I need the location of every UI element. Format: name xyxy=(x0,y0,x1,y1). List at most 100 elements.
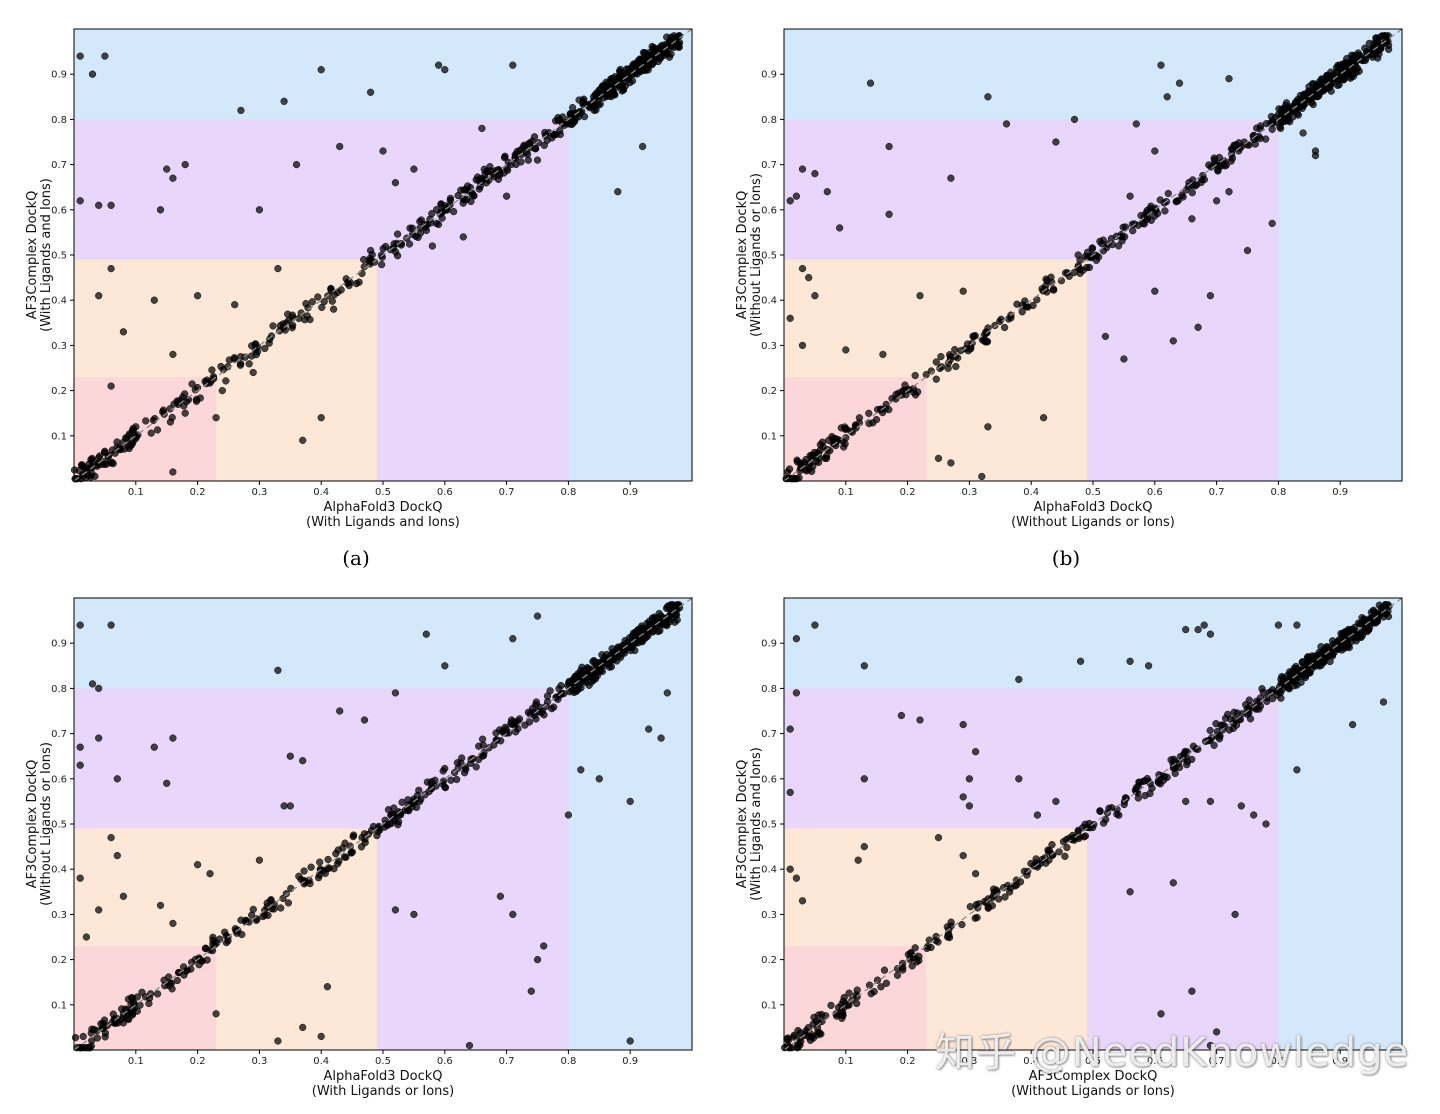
y-axis-sublabel: (Without Ligands or Ions) xyxy=(749,173,764,337)
data-point xyxy=(1206,1041,1215,1050)
data-point xyxy=(664,603,672,612)
data-point xyxy=(1167,756,1175,764)
y-tick-label: 0.4 xyxy=(51,296,67,307)
data-point xyxy=(1088,244,1096,252)
data-point xyxy=(1246,702,1254,710)
data-point xyxy=(1370,619,1378,627)
data-point xyxy=(237,106,245,115)
data-point xyxy=(78,461,86,469)
data-point xyxy=(336,707,344,715)
data-point xyxy=(911,371,919,380)
data-point xyxy=(113,851,121,860)
x-tick-label: 0.1 xyxy=(838,1056,854,1067)
data-point xyxy=(610,90,618,99)
data-point xyxy=(494,175,503,183)
data-point xyxy=(1310,80,1318,88)
data-point xyxy=(500,153,509,162)
data-point xyxy=(308,298,316,306)
data-point xyxy=(280,802,288,810)
data-point xyxy=(839,1011,847,1020)
data-point xyxy=(657,53,665,62)
x-axis-label: AlphaFold3 DockQ xyxy=(323,500,442,515)
data-point xyxy=(1033,811,1042,819)
data-point xyxy=(71,475,79,483)
y-axis-label: AF3Complex DockQ xyxy=(735,191,750,320)
data-point xyxy=(1132,120,1140,128)
data-point xyxy=(329,305,338,313)
y-tick-label: 0.1 xyxy=(51,1000,67,1011)
data-point xyxy=(231,301,239,309)
data-point xyxy=(1076,265,1084,273)
data-point xyxy=(842,999,850,1008)
data-point xyxy=(598,651,606,659)
data-point xyxy=(801,466,810,474)
data-point xyxy=(823,188,831,196)
data-point xyxy=(910,952,919,961)
data-point xyxy=(366,88,375,96)
y-tick-label: 0.4 xyxy=(761,296,777,307)
x-tick-label: 0.4 xyxy=(313,487,329,498)
data-point xyxy=(515,146,524,155)
data-point xyxy=(1134,794,1142,802)
data-point xyxy=(533,612,542,620)
data-point xyxy=(1210,154,1218,162)
data-point xyxy=(958,920,966,929)
data-point xyxy=(1108,804,1116,812)
data-point xyxy=(638,142,647,151)
data-point xyxy=(673,601,681,609)
data-point xyxy=(1021,297,1029,305)
data-point xyxy=(798,165,807,173)
data-point xyxy=(605,656,614,664)
data-point xyxy=(76,197,84,205)
data-point xyxy=(860,775,868,783)
data-point xyxy=(634,639,642,647)
points-d xyxy=(780,601,1393,1052)
data-point xyxy=(378,253,386,261)
data-point xyxy=(1194,745,1202,753)
data-point xyxy=(988,902,996,910)
data-point xyxy=(486,163,494,171)
data-point xyxy=(1102,815,1110,824)
data-point xyxy=(150,743,158,751)
data-point xyxy=(95,292,103,300)
x-tick-label: 0.6 xyxy=(1147,1056,1163,1067)
data-point xyxy=(645,725,653,733)
data-point xyxy=(316,858,324,866)
data-point xyxy=(1070,115,1079,124)
data-point xyxy=(470,192,478,200)
data-point xyxy=(840,993,848,1002)
data-point xyxy=(95,201,103,209)
data-point xyxy=(408,224,416,232)
data-point xyxy=(798,341,807,350)
y-tick-label: 0.5 xyxy=(51,820,67,831)
data-point xyxy=(82,933,91,941)
data-point xyxy=(333,288,342,297)
data-point xyxy=(421,791,429,799)
data-point xyxy=(443,206,451,214)
data-point xyxy=(438,214,446,222)
x-tick-label: 0.4 xyxy=(1023,487,1039,498)
data-point xyxy=(360,716,369,724)
x-tick-label: 0.1 xyxy=(838,487,854,498)
x-tick-label: 0.9 xyxy=(1332,487,1348,498)
data-point xyxy=(100,1016,109,1024)
x-tick-label: 0.7 xyxy=(1209,487,1225,498)
data-point xyxy=(1308,655,1316,664)
data-point xyxy=(280,97,288,105)
data-point xyxy=(991,321,999,330)
data-point xyxy=(533,955,542,964)
data-point xyxy=(1039,414,1048,422)
data-point xyxy=(873,976,882,984)
data-point xyxy=(248,911,256,919)
data-point xyxy=(502,192,511,200)
data-point xyxy=(885,405,893,414)
data-point xyxy=(798,897,807,905)
data-point xyxy=(95,906,103,914)
data-point xyxy=(671,611,680,619)
data-point xyxy=(87,455,95,464)
data-point xyxy=(206,946,214,954)
data-point xyxy=(1350,66,1359,74)
data-point xyxy=(478,735,487,743)
data-point xyxy=(959,720,967,729)
data-point xyxy=(984,423,992,431)
